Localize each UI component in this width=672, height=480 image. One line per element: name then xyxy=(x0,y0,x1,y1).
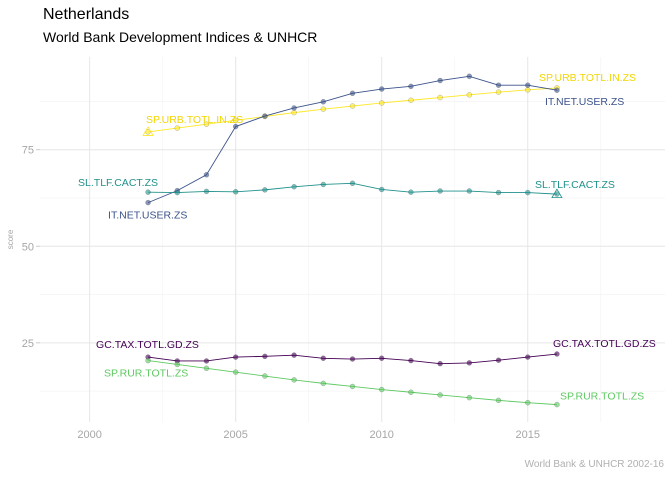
data-point xyxy=(291,377,297,383)
data-point xyxy=(554,351,560,357)
x-tick-label: 2015 xyxy=(515,429,539,441)
data-point xyxy=(349,383,356,390)
data-point xyxy=(203,121,210,127)
data-point xyxy=(291,105,297,111)
data-point xyxy=(524,189,531,196)
data-point xyxy=(174,189,181,196)
data-point xyxy=(320,355,327,362)
chart-subtitle: World Bank Development Indices & UNHCR xyxy=(43,29,318,45)
data-point xyxy=(466,73,473,80)
data-point xyxy=(466,92,473,98)
data-point xyxy=(378,186,385,193)
series-group xyxy=(142,73,563,408)
data-point xyxy=(174,125,181,131)
data-point xyxy=(495,189,502,196)
data-point xyxy=(232,354,239,360)
data-point xyxy=(320,106,327,112)
data-point xyxy=(524,399,531,406)
y-axis-title: score xyxy=(6,229,15,249)
data-point xyxy=(320,181,327,188)
data-point xyxy=(145,357,151,364)
data-point xyxy=(408,389,414,396)
chart-title: Netherlands xyxy=(43,6,130,23)
data-point xyxy=(408,189,414,195)
data-point xyxy=(495,357,502,363)
data-point xyxy=(408,97,414,104)
data-point xyxy=(437,77,443,84)
series-start-label: SP.URB.TOTL.IN.ZS xyxy=(146,114,243,126)
data-point xyxy=(408,357,414,364)
data-point xyxy=(524,354,531,360)
series-start-label: GC.TAX.TOTL.GD.ZS xyxy=(96,339,199,351)
data-point xyxy=(495,397,502,404)
data-point xyxy=(262,373,268,379)
data-point xyxy=(349,103,356,109)
data-point xyxy=(262,187,268,193)
data-point xyxy=(437,360,443,367)
series-start-label: SP.RUR.TOTL.ZS xyxy=(104,368,188,380)
data-point xyxy=(437,94,443,101)
series-end-label: IT.NET.USER.ZS xyxy=(545,96,624,108)
data-point xyxy=(203,358,210,364)
data-point xyxy=(262,353,268,360)
data-point xyxy=(408,83,414,90)
data-point xyxy=(203,172,210,178)
series-end-label: SP.URB.TOTL.IN.ZS xyxy=(539,72,636,84)
data-point xyxy=(524,82,531,88)
data-point xyxy=(437,188,443,194)
data-point xyxy=(466,360,473,366)
series-line xyxy=(148,360,557,406)
series-end-label: GC.TAX.TOTL.GD.ZS xyxy=(553,338,656,350)
data-point xyxy=(437,392,443,398)
data-point xyxy=(320,380,327,387)
data-point xyxy=(203,188,210,195)
data-point xyxy=(145,199,151,206)
series-end-label: SL.TLF.CACT.ZS xyxy=(535,179,615,191)
data-point xyxy=(232,123,239,130)
data-point xyxy=(232,189,239,195)
data-point xyxy=(349,90,356,97)
data-point xyxy=(378,386,385,393)
data-point xyxy=(232,369,239,375)
data-point xyxy=(203,365,210,372)
data-point xyxy=(378,100,385,106)
data-point xyxy=(524,87,531,93)
endpoint-marker xyxy=(551,188,563,199)
data-point xyxy=(466,394,473,401)
data-point xyxy=(262,113,268,119)
data-point xyxy=(145,189,151,195)
series-start-label: SL.TLF.CACT.ZS xyxy=(78,177,158,189)
data-point xyxy=(466,188,473,194)
series-end-label: SP.RUR.TOTL.ZS xyxy=(560,391,644,403)
data-point xyxy=(291,184,297,190)
y-tick-label: 75 xyxy=(22,145,34,157)
data-point xyxy=(495,82,502,88)
data-point xyxy=(320,99,327,105)
series-labels: SP.URB.TOTL.IN.ZS SP.URB.TOTL.IN.ZS IT.NET… xyxy=(78,72,656,403)
x-tick-label: 2000 xyxy=(77,429,101,441)
data-point xyxy=(291,109,297,116)
axis-ticks: 2000 2005 2010 2015 25 50 75 xyxy=(22,145,540,441)
x-tick-label: 2010 xyxy=(369,429,393,441)
data-point xyxy=(174,361,181,368)
chart-caption: World Bank & UNHCR 2002-16 xyxy=(524,459,664,470)
data-point xyxy=(349,356,356,362)
y-tick-label: 50 xyxy=(22,241,34,253)
series-start-label: IT.NET.USER.ZS xyxy=(108,210,187,222)
y-tick-label: 25 xyxy=(22,338,34,350)
data-point xyxy=(554,401,560,408)
data-point xyxy=(232,117,239,124)
data-point xyxy=(378,355,385,362)
data-point xyxy=(291,352,297,358)
endpoint-marker xyxy=(142,126,154,136)
data-point xyxy=(495,89,502,95)
data-point xyxy=(378,86,385,92)
x-tick-label: 2005 xyxy=(223,429,247,441)
data-point xyxy=(554,87,560,93)
data-point xyxy=(349,180,356,187)
